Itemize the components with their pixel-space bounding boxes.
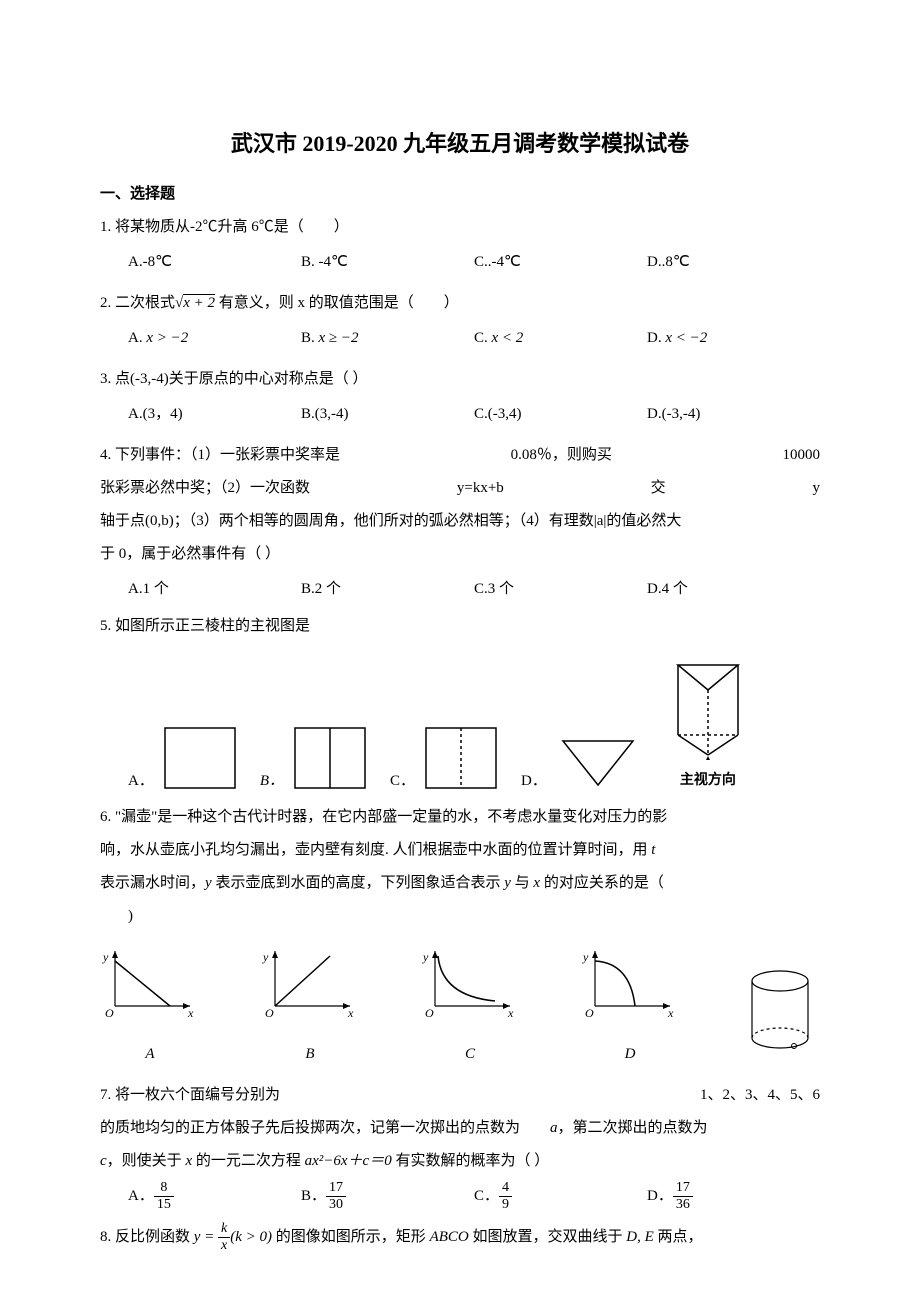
q7-opt-a: A．815	[128, 1180, 301, 1213]
q7-line1: 7. 将一枚六个面编号分别为 1、2、3、4、5、6	[100, 1079, 820, 1112]
q5-opt-a: A．	[128, 723, 240, 793]
q3-options: A.(3，4) B.(3,-4) C.(-3,4) D.(-3,-4)	[100, 398, 820, 431]
fraction-icon: kx	[218, 1221, 230, 1253]
triangular-prism-icon	[663, 650, 753, 760]
q3-opt-b: B.(3,-4)	[301, 398, 474, 431]
question-6: 6. "漏壶"是一种这个古代计时器，在它内部盛一定量的水，不考虑水量变化对压力的…	[100, 801, 820, 1071]
q4-opt-c: C.3 个	[474, 573, 647, 606]
q2-stem-pre: 2. 二次根式	[100, 295, 175, 311]
svg-text:O: O	[585, 1006, 594, 1020]
svg-text:x: x	[667, 1006, 674, 1020]
q7-opt-d: D．1736	[647, 1180, 820, 1213]
q2-opt-b: B. x ≥ −2	[301, 322, 474, 355]
q8-de: D, E	[626, 1229, 654, 1245]
q5-figures: A． B． C． D．	[100, 650, 820, 792]
q1-opt-d: D..8℃	[647, 246, 820, 279]
q8-pre: 8. 反比例函数	[100, 1229, 194, 1245]
dashed-split-rectangle-icon	[421, 723, 501, 793]
svg-text:y: y	[582, 950, 589, 964]
q7-opt-c: C．49	[474, 1180, 647, 1213]
svg-text:x: x	[347, 1006, 354, 1020]
q1-options: A.-8℃ B. -4℃ C..-4℃ D..8℃	[100, 246, 820, 279]
q4-line4: 于 0，属于必然事件有（ ）	[100, 538, 820, 571]
q4-line2: 张彩票必然中奖；（2）一次函数 y=kx+b 交 y	[100, 472, 820, 505]
q2-options: A. x > −2 B. x ≥ −2 C. x < 2 D. x < −2	[100, 322, 820, 355]
q6-line3: 表示漏水时间，y 表示壶底到水面的高度，下列图象适合表示 y 与 x 的对应关系…	[100, 867, 820, 900]
q1-opt-c: C..-4℃	[474, 246, 647, 279]
q2-opt-c: C. x < 2	[474, 322, 647, 355]
q3-opt-d: D.(-3,-4)	[647, 398, 820, 431]
q7-opt-b: B．1730	[301, 1180, 474, 1213]
q8-post-b: 如图放置，交双曲线于	[469, 1229, 627, 1245]
q4-line3: 轴于点(0,b)；（3）两个相等的圆周角，他们所对的弧必然相等；（4）有理数|a…	[100, 505, 820, 538]
q4-opt-b: B.2 个	[301, 573, 474, 606]
q2-stem-post: 有意义，则 x 的取值范围是（ ）	[215, 295, 459, 311]
q8-post-c: 两点，	[654, 1229, 703, 1245]
q1-opt-b: B. -4℃	[301, 246, 474, 279]
q3-stem: 3. 点(-3,-4)关于原点的中心对称点是（ ）	[100, 363, 820, 396]
q7-line3: c，则使关于 x 的一元二次方程 ax²−6x＋c＝0 有实数解的概率为（ ）	[100, 1145, 820, 1178]
q8-abco: ABCO	[430, 1229, 469, 1245]
q4-options: A.1 个 B.2 个 C.3 个 D.4 个	[100, 573, 820, 606]
question-4: 4. 下列事件：（1）一张彩票中奖率是 0.08％，则购买 10000 张彩票必…	[100, 439, 820, 606]
exam-title: 武汉市 2019-2020 九年级五月调考数学模拟试卷	[100, 120, 820, 168]
q5-opt-c: C．	[390, 723, 501, 793]
q6-figures: y O x A y O x B	[100, 941, 820, 1071]
q6-opt-d: y O x D	[580, 941, 680, 1071]
q5-caption: 主视方向	[663, 770, 753, 792]
svg-text:y: y	[422, 950, 429, 964]
graph-d-icon: y O x	[580, 941, 680, 1021]
q6-cylinder	[740, 963, 820, 1071]
q4-opt-a: A.1 个	[128, 573, 301, 606]
svg-text:y: y	[262, 950, 269, 964]
graph-b-icon: y O x	[260, 941, 360, 1021]
q2-radicand: x + 2	[183, 294, 215, 311]
question-2: 2. 二次根式√x + 2 有意义，则 x 的取值范围是（ ） A. x > −…	[100, 287, 820, 355]
q6-opt-a: y O x A	[100, 941, 200, 1071]
q2-opt-a: A. x > −2	[128, 322, 301, 355]
q7-line2: 的质地均匀的正方体骰子先后投掷两次，记第一次掷出的点数为 a，第二次掷出的点数为	[100, 1112, 820, 1145]
question-1: 1. 将某物质从-2℃升高 6℃是（ ） A.-8℃ B. -4℃ C..-4℃…	[100, 211, 820, 279]
q3-opt-c: C.(-3,4)	[474, 398, 647, 431]
q5-opt-b: B．	[260, 723, 370, 793]
split-rectangle-icon	[290, 723, 370, 793]
triangle-down-icon	[553, 733, 643, 793]
q4-line1: 4. 下列事件：（1）一张彩票中奖率是 0.08％，则购买 10000	[100, 439, 820, 472]
q6-line1: 6. "漏壶"是一种这个古代计时器，在它内部盛一定量的水，不考虑水量变化对压力的…	[100, 801, 820, 834]
svg-text:x: x	[507, 1006, 514, 1020]
rectangle-icon	[160, 723, 240, 793]
q6-opt-c: y O x C	[420, 941, 520, 1071]
svg-text:O: O	[265, 1006, 274, 1020]
svg-text:O: O	[105, 1006, 114, 1020]
q2-opt-d: D. x < −2	[647, 322, 820, 355]
section-1-header: 一、选择题	[100, 178, 820, 211]
question-3: 3. 点(-3,-4)关于原点的中心对称点是（ ） A.(3，4) B.(3,-…	[100, 363, 820, 431]
graph-a-icon: y O x	[100, 941, 200, 1021]
q5-prism: 主视方向	[663, 650, 753, 792]
q8-yeq: y =	[194, 1229, 215, 1245]
graph-c-icon: y O x	[420, 941, 520, 1021]
q6-line2: 响，水从壶底小孔均匀漏出，壶内壁有刻度. 人们根据壶中水面的位置计算时间，用 t	[100, 834, 820, 867]
sqrt-icon: √	[175, 295, 183, 311]
cylinder-icon	[740, 963, 820, 1058]
svg-text:O: O	[425, 1006, 434, 1020]
q8-post-a: 的图像如图所示，矩形	[272, 1229, 430, 1245]
q1-opt-a: A.-8℃	[128, 246, 301, 279]
question-7: 7. 将一枚六个面编号分别为 1、2、3、4、5、6 的质地均匀的正方体骰子先后…	[100, 1079, 820, 1213]
q8-cond: (k > 0)	[230, 1229, 272, 1245]
q3-opt-a: A.(3，4)	[128, 398, 301, 431]
q5-opt-d: D．	[521, 733, 643, 793]
q4-opt-d: D.4 个	[647, 573, 820, 606]
question-5: 5. 如图所示正三棱柱的主视图是 A． B． C． D．	[100, 614, 820, 792]
q5-stem: 5. 如图所示正三棱柱的主视图是	[100, 614, 820, 638]
q7-options: A．815 B．1730 C．49 D．1736	[100, 1180, 820, 1213]
question-8: 8. 反比例函数 y = kx(k > 0) 的图像如图所示，矩形 ABCO 如…	[100, 1221, 820, 1254]
q6-opt-b: y O x B	[260, 941, 360, 1071]
svg-text:y: y	[102, 950, 109, 964]
q2-stem: 2. 二次根式√x + 2 有意义，则 x 的取值范围是（ ）	[100, 287, 820, 320]
svg-text:x: x	[187, 1006, 194, 1020]
q1-stem: 1. 将某物质从-2℃升高 6℃是（ ）	[100, 211, 820, 244]
q6-line4: )	[100, 900, 820, 933]
